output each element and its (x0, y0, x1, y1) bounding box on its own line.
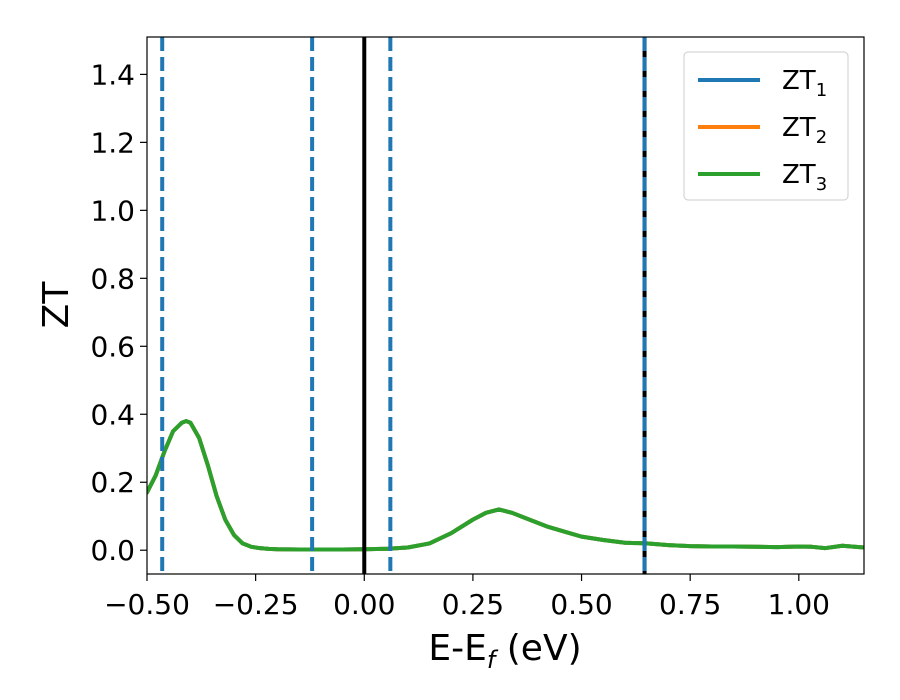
x-tick-label: 0.50 (550, 588, 612, 621)
x-tick-label: 0.00 (333, 588, 395, 621)
y-tick-label: 0.0 (90, 534, 135, 567)
x-tick-label: −0.25 (213, 588, 299, 621)
legend-label-sub: 3 (816, 174, 827, 195)
legend-label-sub: 1 (816, 80, 827, 101)
y-tick-label: 1.4 (90, 58, 135, 91)
legend-label-main: ZT (782, 66, 816, 96)
legend-box (683, 51, 849, 201)
legend-label-zt1: ZT1 (782, 66, 827, 101)
x-tick-label: 0.75 (659, 588, 721, 621)
y-axis-ticks: 0.0 0.2 0.4 0.6 0.8 1.0 1.2 1.4 (90, 58, 147, 567)
y-tick-label: 0.8 (90, 262, 135, 295)
legend-label-zt2: ZT2 (782, 113, 827, 148)
plot-frame (146, 36, 865, 575)
x-axis-label: E-Ef (eV) (428, 628, 581, 674)
legend-label-main: ZT (782, 160, 816, 190)
y-axis-label: ZT (36, 281, 77, 329)
y-tick-label: 0.4 (90, 398, 135, 431)
x-tick-label: 0.25 (442, 588, 504, 621)
vline-layer (160, 37, 647, 574)
x-axis-label-main: E-E (428, 628, 486, 669)
series-layer (147, 419, 864, 552)
y-tick-label: 0.2 (90, 466, 135, 499)
x-axis-label-unit: (eV) (495, 628, 581, 669)
x-axis-ticks: −0.50 −0.25 0.00 0.25 0.50 0.75 1.00 (104, 574, 830, 621)
legend-label-sub: 2 (816, 127, 827, 148)
y-tick-label: 0.6 (90, 330, 135, 363)
y-tick-label: 1.2 (90, 126, 135, 159)
legend-label-zt3: ZT3 (782, 160, 827, 195)
legend-label-main: ZT (782, 113, 816, 143)
x-tick-label: −0.50 (104, 588, 190, 621)
y-tick-label: 1.0 (90, 194, 135, 227)
series-line-zt3 (147, 419, 864, 552)
x-tick-label: 1.00 (768, 588, 830, 621)
